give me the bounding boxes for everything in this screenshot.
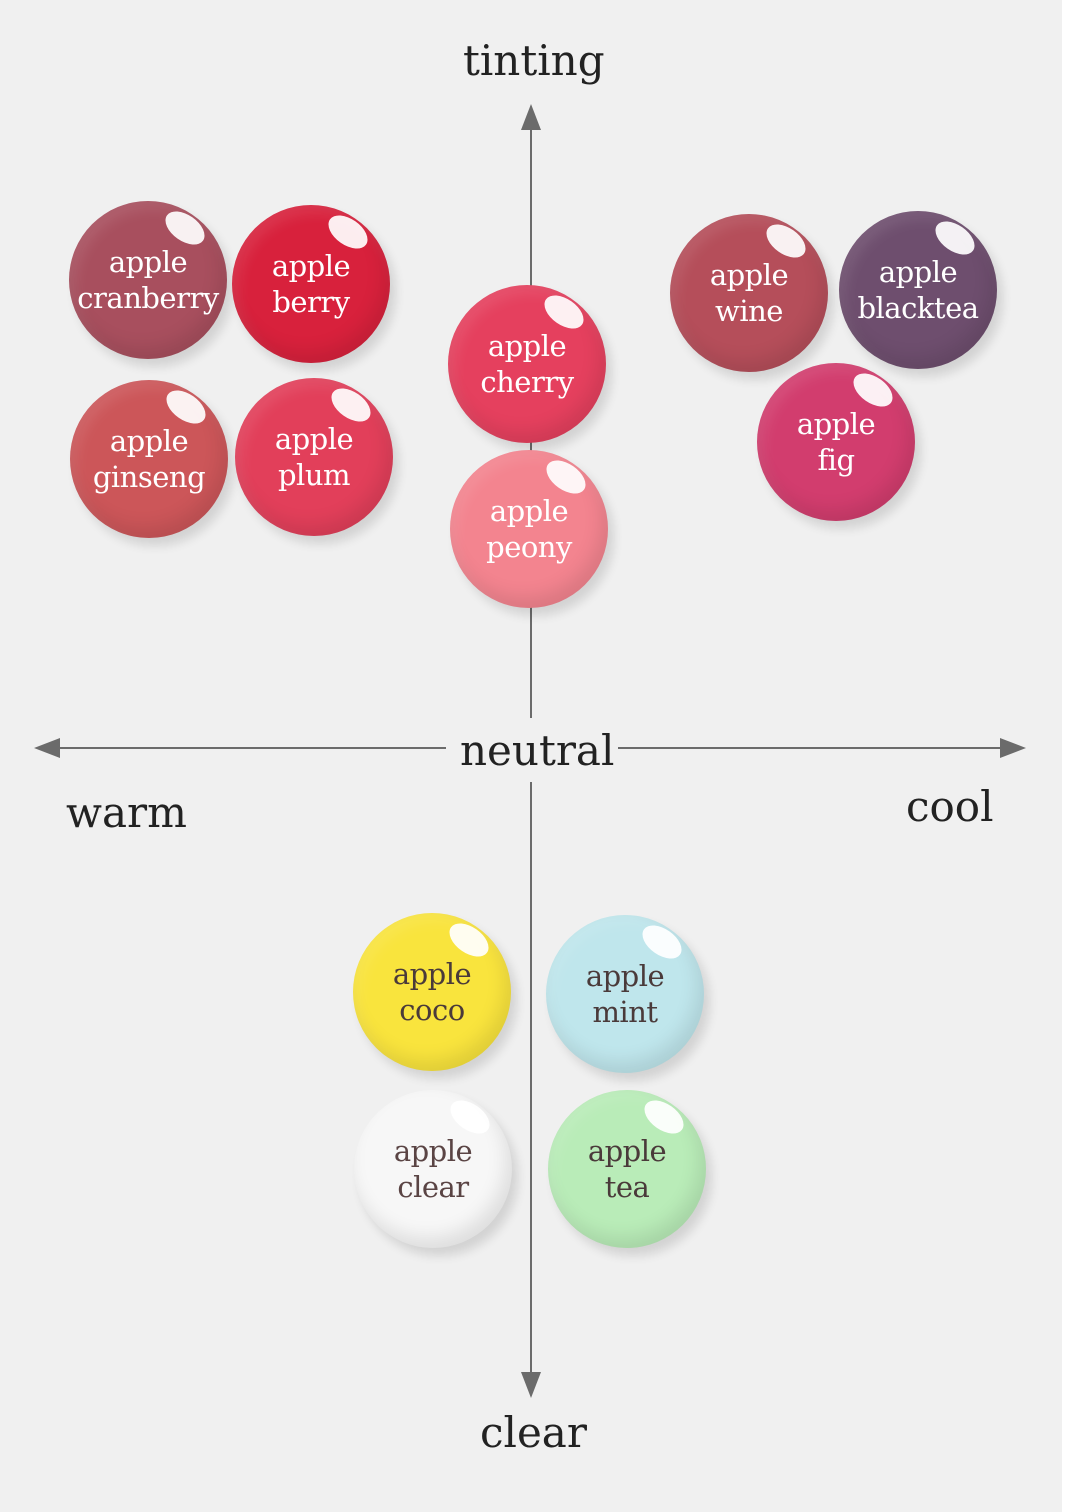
- swatch-line2: coco: [399, 993, 465, 1027]
- swatch-line1: apple: [489, 494, 569, 528]
- swatch-line2: wine: [715, 294, 783, 328]
- swatch-apple-blacktea: apple blacktea: [839, 211, 997, 369]
- swatch-line2: cranberry: [77, 281, 219, 315]
- arrow-down-icon: [521, 1372, 541, 1398]
- swatch-line1: apple: [274, 422, 354, 456]
- swatch-line1: apple: [271, 249, 351, 283]
- swatch-line1: apple: [585, 959, 665, 993]
- axis-label-right: cool: [906, 782, 994, 831]
- swatch-apple-clear: apple clear: [354, 1090, 512, 1248]
- swatch-line2: blacktea: [857, 291, 979, 325]
- swatch-line2: ginseng: [92, 460, 206, 494]
- swatch-line1: apple: [796, 407, 876, 441]
- swatch-line2: berry: [272, 285, 350, 319]
- swatch-line1: apple: [709, 258, 789, 292]
- swatch-line1: apple: [878, 255, 958, 289]
- swatch-apple-plum: apple plum: [235, 378, 393, 536]
- swatch-line2: cherry: [480, 365, 574, 399]
- swatch-line1: apple: [393, 1134, 473, 1168]
- swatch-apple-berry: apple berry: [232, 205, 390, 363]
- swatch-apple-cherry: apple cherry: [448, 285, 606, 443]
- swatch-line2: plum: [277, 458, 351, 492]
- arrow-left-icon: [34, 738, 60, 758]
- swatch-line1: apple: [587, 1134, 667, 1168]
- axis-label-left: warm: [66, 788, 187, 837]
- swatch-apple-cranberry: apple cranberry: [69, 201, 227, 359]
- arrow-up-icon: [521, 104, 541, 130]
- axis-label-bottom: clear: [480, 1408, 587, 1457]
- axis-label-center: neutral: [460, 726, 615, 775]
- swatch-line1: apple: [108, 245, 188, 279]
- swatch-line1: apple: [109, 424, 189, 458]
- axis-label-top: tinting: [463, 36, 605, 85]
- swatch-line1: apple: [392, 957, 472, 991]
- swatch-line2: peony: [486, 530, 572, 564]
- swatch-apple-coco: apple coco: [353, 913, 511, 1071]
- swatch-apple-wine: apple wine: [670, 214, 828, 372]
- swatch-line1: apple: [487, 329, 567, 363]
- swatch-line2: tea: [604, 1170, 650, 1204]
- swatch-line2: clear: [397, 1170, 469, 1204]
- swatch-line2: mint: [592, 995, 658, 1029]
- arrow-right-icon: [1000, 738, 1026, 758]
- swatch-line2: fig: [817, 443, 855, 477]
- swatch-apple-mint: apple mint: [546, 915, 704, 1073]
- swatch-apple-fig: apple fig: [757, 363, 915, 521]
- swatch-apple-ginseng: apple ginseng: [70, 380, 228, 538]
- swatch-apple-peony: apple peony: [450, 450, 608, 608]
- swatch-apple-tea: apple tea: [548, 1090, 706, 1248]
